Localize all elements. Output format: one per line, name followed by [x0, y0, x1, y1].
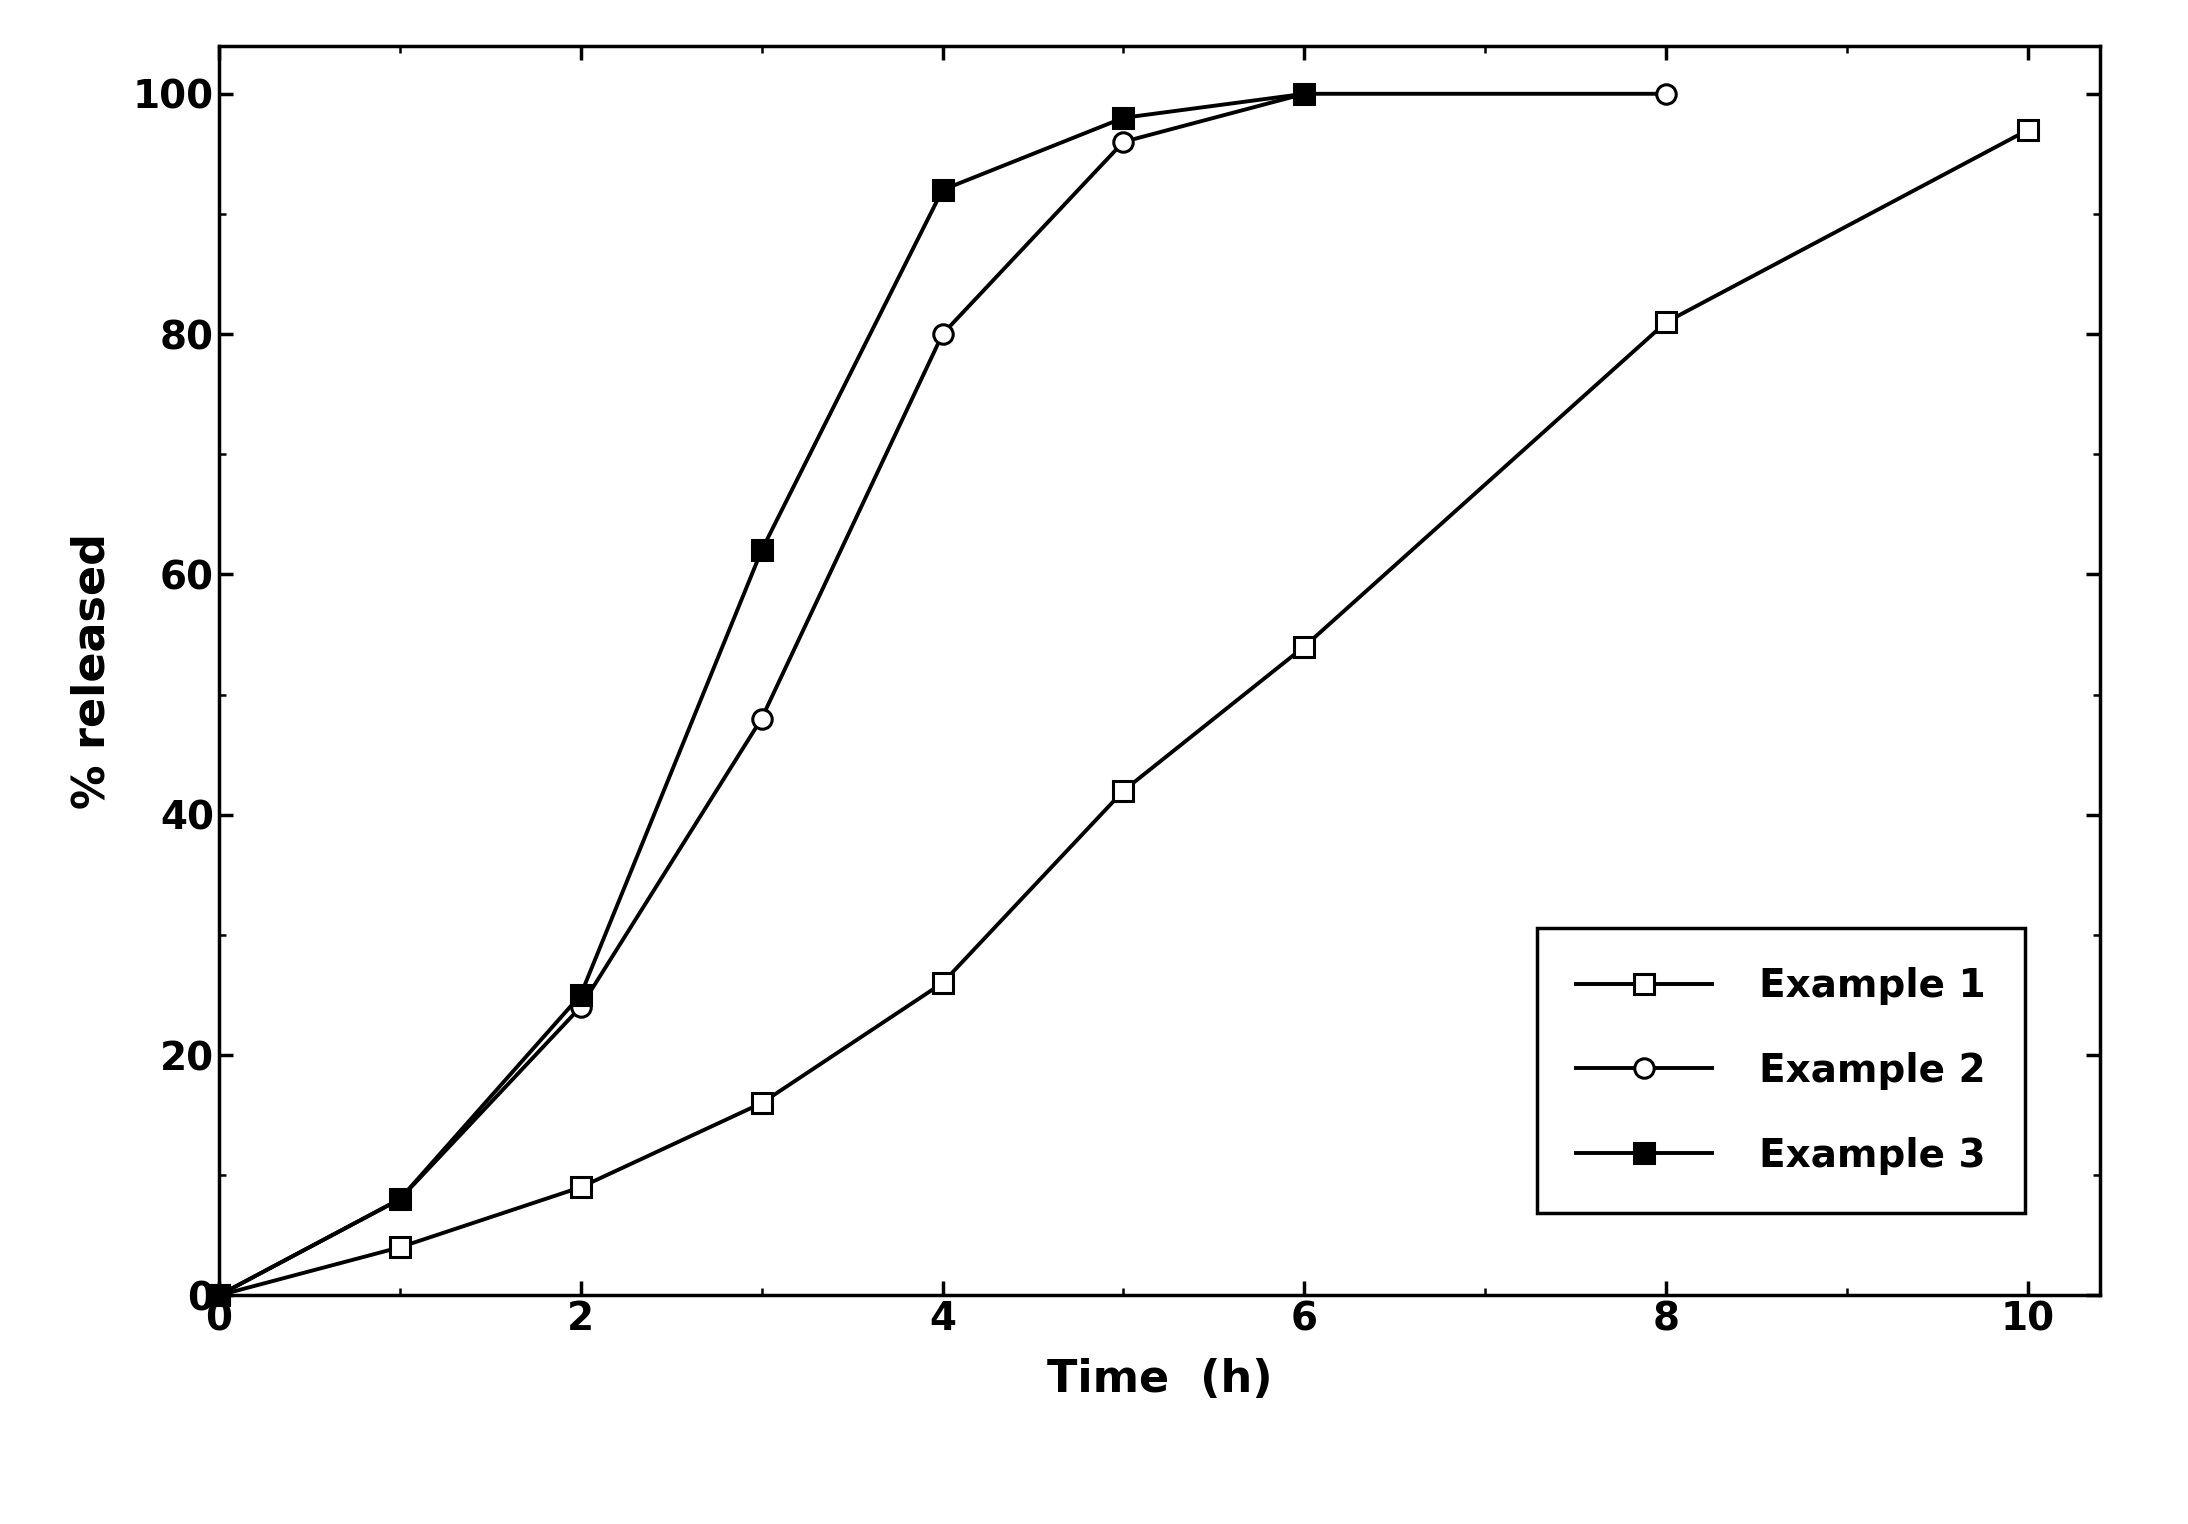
Example 1: [1291, 637, 1317, 655]
Example 2: [1291, 85, 1317, 104]
Example 1: [2015, 120, 2041, 139]
Example 3: [387, 1190, 414, 1209]
Example 1: [567, 1178, 593, 1196]
Example 3: [748, 541, 775, 559]
Example 1: [206, 1286, 232, 1305]
Line: Example 1: Example 1: [210, 120, 2037, 1305]
Example 1: [1654, 312, 1680, 331]
Example 2: [387, 1190, 414, 1209]
Example 3: [1109, 108, 1136, 126]
Example 1: [930, 974, 956, 992]
Line: Example 2: Example 2: [210, 84, 1676, 1305]
Legend: Example 1, Example 2, Example 3: Example 1, Example 2, Example 3: [1538, 928, 2024, 1213]
Example 3: [1291, 85, 1317, 104]
Example 1: [387, 1237, 414, 1256]
Y-axis label: % released: % released: [70, 532, 114, 809]
Example 3: [930, 181, 956, 200]
Example 1: [748, 1094, 775, 1113]
Example 2: [748, 710, 775, 728]
Example 2: [567, 998, 593, 1017]
Example 2: [1654, 85, 1680, 104]
Example 3: [206, 1286, 232, 1305]
Example 3: [567, 986, 593, 1004]
X-axis label: Time  (h): Time (h): [1046, 1358, 1273, 1401]
Example 2: [1109, 133, 1136, 151]
Example 2: [206, 1286, 232, 1305]
Example 1: [1109, 782, 1136, 800]
Line: Example 3: Example 3: [210, 84, 1315, 1305]
Example 2: [930, 325, 956, 343]
